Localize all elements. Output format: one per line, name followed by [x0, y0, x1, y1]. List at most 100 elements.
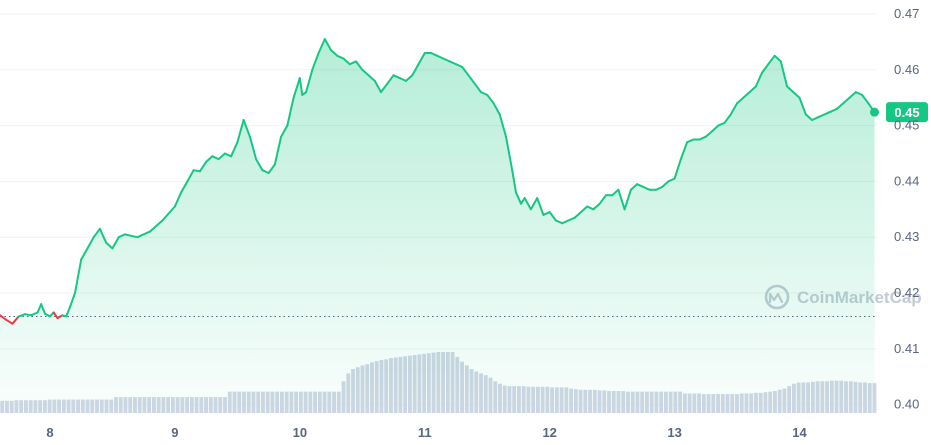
price-line-segment — [623, 188, 632, 211]
y-tick-label: 0.44 — [894, 173, 919, 188]
price-line-segment — [598, 194, 607, 205]
price-line-segment — [198, 160, 208, 173]
price-line-segment — [311, 52, 320, 71]
price-line-segment — [461, 66, 470, 77]
price-line-segment — [723, 113, 732, 124]
price-line-segment — [5, 318, 14, 325]
price-line-segment — [673, 158, 682, 180]
price-line-segment — [392, 74, 401, 80]
price-line-segment — [398, 77, 407, 82]
price-line-segment — [236, 119, 245, 144]
price-line-segment — [629, 183, 639, 191]
price-line-segment — [704, 130, 714, 138]
price-line-segment — [736, 96, 745, 105]
price-line-segment — [261, 169, 270, 174]
price-line-segment — [661, 180, 670, 188]
price-line-segment — [336, 54, 345, 60]
price-line-segment — [448, 60, 457, 66]
price-line-segment — [742, 91, 751, 99]
current-price-dot[interactable] — [870, 107, 880, 117]
price-line-segment — [242, 119, 251, 138]
y-tick-label: 0.47 — [894, 6, 919, 21]
price-line-segment — [248, 135, 258, 161]
price-line-segment — [455, 63, 464, 68]
price-line-segment — [267, 163, 276, 174]
price-line-segment — [729, 102, 739, 116]
price-line-segment — [255, 158, 264, 172]
price-line-segment — [467, 74, 476, 85]
price-line-segment — [217, 152, 226, 161]
price-line-segment — [305, 68, 314, 94]
price-line-segment — [211, 155, 220, 161]
price-line-segment — [92, 227, 101, 239]
price-line-segment — [529, 197, 539, 211]
price-line-segment — [405, 74, 414, 82]
price-line-segment — [711, 124, 720, 133]
price-line-segment — [317, 38, 326, 54]
price-line-segment — [11, 315, 20, 325]
price-line-segment — [417, 52, 426, 66]
price-line-segment — [667, 177, 676, 183]
price-line-segment — [523, 197, 532, 211]
price-line-segment — [754, 71, 764, 88]
price-line-segment — [161, 205, 176, 222]
price-line-segment — [473, 82, 482, 94]
price-line-segment — [17, 313, 26, 318]
y-tick-label: 0.42 — [894, 285, 919, 300]
price-line-segment — [0, 314, 8, 321]
price-line-segment — [148, 219, 164, 233]
price-line-segment — [105, 241, 114, 250]
price-line-segment — [836, 102, 845, 110]
price-line-segment — [30, 311, 39, 317]
y-tick-label: 0.46 — [894, 62, 919, 77]
price-line-segment — [592, 202, 601, 211]
x-tick-label: 11 — [418, 425, 432, 440]
price-line-segment — [567, 216, 576, 222]
price-line-segment — [636, 183, 645, 188]
price-line-segment — [348, 60, 357, 66]
price-line-segment — [686, 138, 695, 144]
price-line-segment — [611, 188, 620, 197]
x-tick-label: 9 — [171, 425, 178, 440]
current-price-badge-text: 0.45 — [894, 105, 919, 120]
y-tick-label: 0.41 — [894, 341, 919, 356]
price-line-segment — [761, 63, 770, 74]
x-tick-label: 14 — [792, 425, 807, 440]
price-line-segment — [355, 60, 364, 71]
price-line-segment — [173, 191, 183, 208]
price-line-segment — [817, 113, 826, 119]
price-line-segment — [861, 93, 870, 105]
price-line-segment — [779, 60, 789, 88]
price-line-segment — [767, 54, 776, 66]
price-line-segment — [230, 141, 239, 158]
price-line-segment — [586, 205, 595, 211]
price-line-segment — [698, 135, 707, 141]
price-line-segment — [280, 124, 289, 138]
price-line-segment — [74, 258, 83, 294]
price-line-segment — [386, 74, 395, 85]
price-line-segment — [323, 38, 333, 52]
price-line-segment — [52, 311, 59, 320]
price-line-segment — [542, 211, 551, 216]
price-line-segment — [36, 303, 43, 314]
price-line-segment — [430, 52, 439, 57]
price-line-segment — [573, 211, 582, 219]
price-line-segment — [554, 219, 564, 225]
current-price-badge: 0.45 — [886, 102, 928, 123]
price-line-segment — [486, 93, 495, 105]
price-line-segment — [848, 91, 857, 99]
price-line-segment — [136, 230, 151, 239]
price-line-segment — [617, 188, 626, 211]
price-line-segment — [515, 191, 522, 205]
price-line-segment — [411, 63, 420, 77]
price-line-segment — [511, 169, 517, 194]
price-area-fill — [0, 39, 875, 413]
price-line-segment — [842, 96, 851, 105]
price-line-segment — [186, 169, 195, 183]
price-line-segment — [498, 113, 507, 138]
price-line-segment — [273, 135, 283, 166]
price-line-segment — [292, 77, 301, 99]
y-tick-label: 0.43 — [894, 229, 919, 244]
